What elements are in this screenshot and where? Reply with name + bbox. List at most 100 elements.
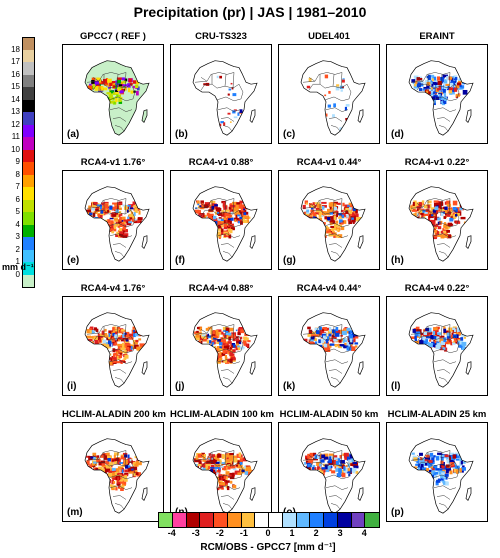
grid-cell bbox=[457, 340, 460, 344]
panel-title: UDEL401 bbox=[308, 31, 350, 42]
grid-cell bbox=[306, 218, 309, 223]
country-border bbox=[416, 455, 424, 460]
grid-cell bbox=[218, 357, 223, 360]
grid-cell bbox=[306, 219, 310, 222]
country-border bbox=[116, 326, 119, 339]
grid-cell bbox=[348, 334, 353, 339]
grid-cell bbox=[120, 487, 124, 491]
grid-cell bbox=[111, 467, 116, 471]
grid-cell bbox=[341, 79, 345, 83]
grid-cell bbox=[217, 354, 222, 358]
grid-cell bbox=[328, 232, 332, 236]
grid-cell bbox=[195, 469, 198, 475]
grid-cell bbox=[339, 455, 342, 459]
map-panel: HCLIM-ALADIN 50 km(o) bbox=[278, 409, 380, 522]
grid-cell bbox=[334, 332, 340, 337]
grid-cell bbox=[462, 461, 466, 464]
grid-cell bbox=[108, 462, 114, 466]
grid-cell bbox=[446, 457, 449, 461]
grid-cell bbox=[113, 329, 118, 333]
grid-cell bbox=[239, 109, 243, 113]
grid-cell bbox=[102, 332, 108, 338]
colorbar-swatch bbox=[309, 512, 324, 528]
grid-cell bbox=[421, 346, 426, 350]
grid-cell bbox=[329, 207, 332, 210]
map-panel: RCA4-v4 1.76° (i) bbox=[62, 283, 164, 396]
grid-cell bbox=[451, 332, 454, 337]
grid-cell bbox=[241, 469, 245, 473]
grid-cell bbox=[236, 202, 240, 205]
grid-cell bbox=[107, 219, 111, 224]
grid-cell bbox=[126, 209, 129, 213]
grid-cell bbox=[215, 352, 220, 357]
grid-cell bbox=[101, 202, 106, 206]
country-border bbox=[130, 84, 136, 99]
grid-cell bbox=[330, 216, 334, 220]
panel-label: (a) bbox=[67, 129, 80, 140]
grid-cell bbox=[225, 480, 230, 483]
grid-cell bbox=[235, 329, 238, 332]
grid-cell bbox=[231, 355, 235, 359]
grid-cell bbox=[232, 468, 237, 471]
grid-cell bbox=[443, 101, 447, 105]
grid-cell bbox=[221, 352, 226, 356]
grid-cell bbox=[108, 88, 112, 92]
grid-cell bbox=[109, 484, 113, 487]
colorbar-swatch bbox=[22, 124, 35, 137]
grid-cell bbox=[231, 87, 234, 90]
grid-cell bbox=[102, 339, 107, 344]
grid-cell bbox=[346, 214, 349, 218]
grid-cell bbox=[114, 334, 118, 339]
grid-cell bbox=[202, 459, 207, 462]
grid-cell bbox=[321, 467, 326, 470]
grid-cell bbox=[430, 219, 435, 225]
grid-cell bbox=[229, 452, 234, 455]
grid-cell bbox=[230, 346, 233, 350]
grid-cell bbox=[115, 82, 121, 85]
country-border bbox=[217, 485, 241, 490]
grid-cell bbox=[218, 217, 222, 220]
grid-cell bbox=[218, 342, 223, 346]
grid-cell bbox=[227, 341, 232, 344]
grid-cell bbox=[220, 121, 225, 124]
grid-cell bbox=[92, 463, 98, 466]
grid-cell bbox=[108, 470, 113, 476]
grid-cell bbox=[423, 339, 429, 344]
grid-cell bbox=[346, 342, 351, 347]
grid-cell bbox=[433, 95, 438, 98]
grid-cell bbox=[320, 459, 325, 463]
grid-cell bbox=[411, 91, 415, 97]
grid-cell bbox=[430, 79, 434, 83]
map-frame: (e) bbox=[62, 170, 164, 270]
grid-cell bbox=[207, 213, 211, 219]
grid-cell bbox=[91, 330, 94, 334]
grid-cell bbox=[133, 329, 135, 333]
grid-cell bbox=[334, 201, 338, 205]
grid-cell bbox=[335, 227, 341, 231]
grid-cell bbox=[96, 458, 101, 463]
grid-cell bbox=[443, 331, 446, 335]
country-border bbox=[217, 107, 241, 112]
grid-cell bbox=[124, 86, 127, 91]
grid-cell bbox=[110, 100, 114, 104]
grid-cell bbox=[239, 216, 243, 220]
grid-cell bbox=[230, 211, 234, 215]
grid-cell bbox=[139, 461, 142, 466]
grid-cell bbox=[342, 78, 345, 80]
colorbar-swatch bbox=[22, 149, 35, 162]
grid-cell bbox=[321, 205, 325, 210]
grid-cell bbox=[225, 465, 231, 470]
grid-cell bbox=[452, 327, 456, 330]
colorbar-tick: 0 bbox=[265, 528, 271, 538]
grid-cell bbox=[205, 472, 209, 477]
grid-cell bbox=[462, 79, 465, 82]
grid-cell bbox=[310, 127, 315, 131]
grid-cell bbox=[461, 341, 467, 346]
grid-cell bbox=[435, 481, 439, 486]
grid-cell bbox=[133, 219, 138, 221]
grid-cell bbox=[216, 75, 219, 79]
grid-cell bbox=[129, 460, 133, 463]
precipitation-field bbox=[303, 452, 359, 478]
panel-title: HCLIM-ALADIN 200 km bbox=[62, 409, 166, 420]
country-border bbox=[328, 369, 343, 374]
